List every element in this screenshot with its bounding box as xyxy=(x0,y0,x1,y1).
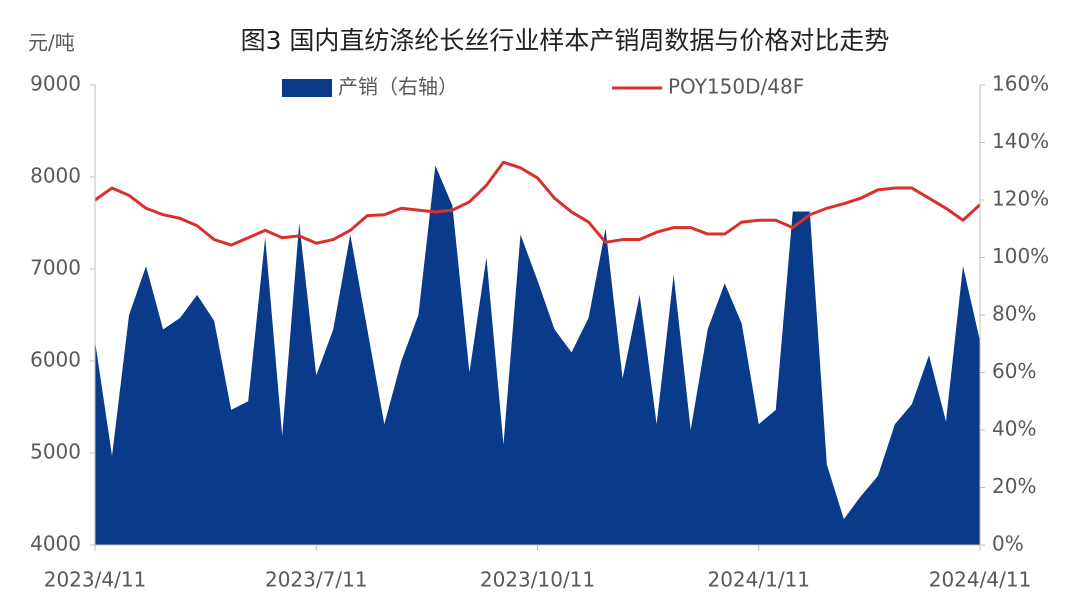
y2-tick-label: 100% xyxy=(992,244,1049,268)
y-tick-label: 8000 xyxy=(30,164,81,188)
y-tick-label: 4000 xyxy=(30,532,81,556)
x-tick-label: 2023/10/11 xyxy=(480,568,595,592)
legend-swatch xyxy=(282,79,332,97)
line xyxy=(94,160,982,247)
x-tick-label: 2024/4/11 xyxy=(929,568,1032,592)
y-tick-label: 7000 xyxy=(30,256,81,280)
legend-label: POY150D/48F xyxy=(668,75,804,99)
y2-tick-label: 140% xyxy=(992,129,1049,153)
y2-tick-label: 40% xyxy=(992,417,1036,441)
y2-tick-label: 0% xyxy=(992,532,1024,556)
chart-title: 图3 国内直纺涤纶长丝行业样本产销周数据与价格对比走势 xyxy=(241,26,890,55)
y-tick-label: 5000 xyxy=(30,440,81,464)
y2-tick-label: 20% xyxy=(992,474,1036,498)
y2-tick-label: 120% xyxy=(992,187,1049,211)
x-tick-label: 2023/4/11 xyxy=(44,568,147,592)
y-tick-label: 9000 xyxy=(30,72,81,96)
y2-tick-label: 80% xyxy=(992,302,1036,326)
y-tick-label: 6000 xyxy=(30,348,81,372)
x-tick-label: 2023/7/11 xyxy=(265,568,368,592)
y2-tick-label: 160% xyxy=(992,72,1049,96)
y-axis-unit: 元/吨 xyxy=(28,31,75,55)
area xyxy=(95,165,980,545)
x-tick-label: 2024/1/11 xyxy=(707,568,810,592)
legend-label: 产销（右轴） xyxy=(338,75,458,99)
y2-tick-label: 60% xyxy=(992,359,1036,383)
